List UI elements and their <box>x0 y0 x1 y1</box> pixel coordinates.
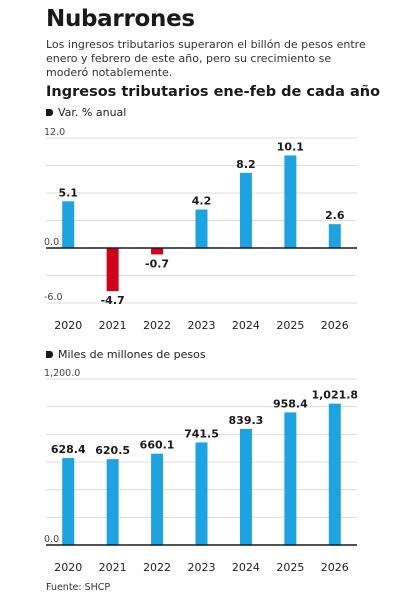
data-label: 8.2 <box>236 158 256 171</box>
data-label: -0.7 <box>145 257 169 270</box>
x-tick-label: 2025 <box>276 319 304 332</box>
data-label: 5.1 <box>58 186 78 199</box>
bar-2026 <box>328 403 341 545</box>
revenue-bar-chart: 1,200.0 0.0 628.4 2020 620.5 2021 660.1 2022 741… <box>44 368 358 574</box>
data-label: 958.4 <box>273 397 308 410</box>
data-label: 741.5 <box>184 427 219 440</box>
tag-marker-icon <box>46 109 53 116</box>
annual-change-bar-chart: 12.0 0.0 -6.0 5.1 2020 -4.7 2021 -0.7 2022 4.2 202… <box>44 127 357 332</box>
y-tick-label: 1,200.0 <box>44 368 80 379</box>
bar-2020 <box>62 201 75 248</box>
section-title: Ingresos tributarios ene-feb de cada año <box>46 84 381 100</box>
x-tick-label: 2022 <box>143 561 171 574</box>
data-label: 660.1 <box>140 439 175 452</box>
chart2-unit-label: Miles de millones de pesos <box>46 348 206 361</box>
y-tick-label: 0.0 <box>44 237 59 248</box>
x-tick-label: 2021 <box>99 319 127 332</box>
chart2-unit-text: Miles de millones de pesos <box>58 348 206 361</box>
x-tick-label: 2022 <box>143 319 171 332</box>
x-tick-label: 2020 <box>54 561 82 574</box>
tag-marker-icon <box>46 351 53 358</box>
bar-2022 <box>151 453 164 545</box>
data-label: 2.6 <box>325 209 345 222</box>
data-label: 4.2 <box>192 195 212 208</box>
bar-2021 <box>106 248 119 292</box>
data-label: 10.1 <box>277 140 304 153</box>
bar-2020 <box>62 458 75 545</box>
y-tick-label: -6.0 <box>44 292 63 303</box>
x-tick-label: 2023 <box>188 319 216 332</box>
data-label: 839.3 <box>229 414 264 427</box>
x-tick-label: 2026 <box>321 319 349 332</box>
x-tick-label: 2024 <box>232 319 260 332</box>
bar-2025 <box>284 412 297 545</box>
bar-2026 <box>328 224 341 248</box>
chart-title: Nubarrones <box>46 6 195 32</box>
chart1-unit-label: Var. % anual <box>46 106 126 119</box>
bar-2025 <box>284 155 297 248</box>
x-tick-label: 2021 <box>99 561 127 574</box>
source-note: Fuente: SHCP <box>46 582 111 593</box>
bar-2023 <box>195 209 208 248</box>
bar-2021 <box>106 459 119 545</box>
y-tick-label: 12.0 <box>44 127 65 138</box>
chart-subtitle: Los ingresos tributarios superaron el bi… <box>46 38 366 79</box>
bar-2024 <box>239 172 252 248</box>
x-tick-label: 2025 <box>276 561 304 574</box>
bar-2023 <box>195 442 208 545</box>
data-label: 620.5 <box>95 444 130 457</box>
data-label: 1,021.8 <box>311 389 358 402</box>
data-label: -4.7 <box>101 294 125 307</box>
chart1-unit-text: Var. % anual <box>58 106 127 119</box>
y-tick-label: 0.0 <box>44 534 59 545</box>
x-tick-label: 2020 <box>54 319 82 332</box>
x-tick-label: 2026 <box>321 561 349 574</box>
x-tick-label: 2024 <box>232 561 260 574</box>
x-tick-label: 2023 <box>188 561 216 574</box>
bar-2022 <box>151 248 164 255</box>
data-label: 628.4 <box>51 443 86 456</box>
bar-2024 <box>239 428 252 545</box>
